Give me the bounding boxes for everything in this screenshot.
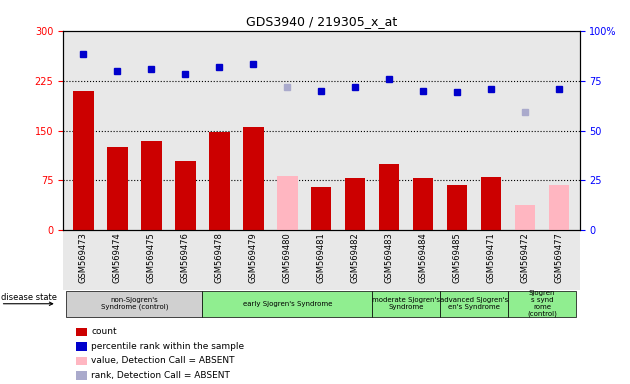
Bar xyxy=(311,187,331,230)
Bar xyxy=(481,177,501,230)
Text: value, Detection Call = ABSENT: value, Detection Call = ABSENT xyxy=(91,356,235,366)
Title: GDS3940 / 219305_x_at: GDS3940 / 219305_x_at xyxy=(246,15,397,28)
Text: early Sjogren's Syndrome: early Sjogren's Syndrome xyxy=(243,301,332,307)
Text: percentile rank within the sample: percentile rank within the sample xyxy=(91,342,244,351)
Text: non-Sjogren's
Syndrome (control): non-Sjogren's Syndrome (control) xyxy=(101,297,168,311)
Bar xyxy=(549,185,570,230)
Text: Sjogren
s synd
rome
(control): Sjogren s synd rome (control) xyxy=(527,290,557,318)
Bar xyxy=(175,161,195,230)
Bar xyxy=(73,91,94,230)
Text: moderate Sjogren's
Syndrome: moderate Sjogren's Syndrome xyxy=(372,297,440,310)
Bar xyxy=(107,147,127,230)
Bar xyxy=(209,132,229,230)
Text: count: count xyxy=(91,327,117,336)
Bar xyxy=(413,179,433,230)
Bar xyxy=(243,127,263,230)
Bar xyxy=(379,164,399,230)
Bar xyxy=(515,205,535,230)
Bar xyxy=(447,185,467,230)
Bar xyxy=(141,141,161,230)
Text: rank, Detection Call = ABSENT: rank, Detection Call = ABSENT xyxy=(91,371,230,380)
Bar xyxy=(345,179,365,230)
Bar xyxy=(277,176,297,230)
Text: advanced Sjogren's
en's Syndrome: advanced Sjogren's en's Syndrome xyxy=(440,297,508,310)
Text: disease state: disease state xyxy=(1,293,57,302)
